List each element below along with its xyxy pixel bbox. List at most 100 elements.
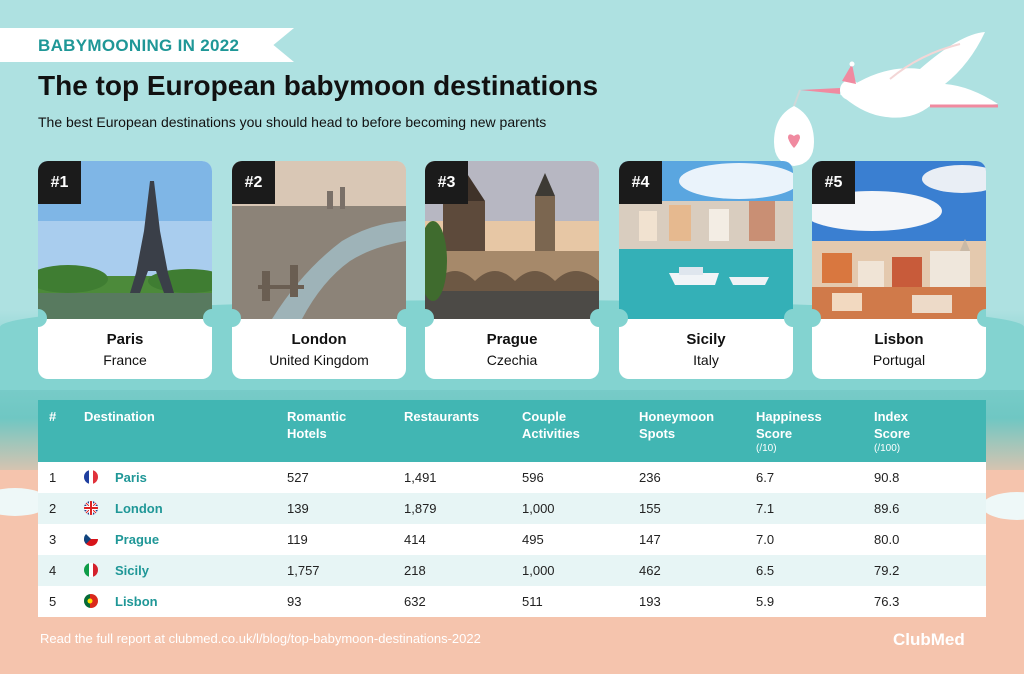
rank-badge: #5	[812, 161, 855, 204]
col-happiness: Happiness Score (/10)	[756, 408, 836, 455]
card-notch-left	[232, 309, 241, 327]
uk-flag-icon	[84, 501, 98, 515]
row-restaurants: 414	[404, 532, 426, 547]
card-city: Paris	[106, 331, 144, 348]
row-activities: 1,000	[522, 563, 555, 578]
row-happiness: 7.1	[756, 501, 775, 516]
row-hotels: 1,757	[287, 563, 320, 578]
card-notch-left	[425, 309, 434, 327]
clubmed-logo: ClubMed	[893, 630, 965, 649]
row-index: 90.8	[874, 470, 900, 485]
card-city: Sicily	[686, 331, 726, 348]
card-notch-left	[619, 309, 628, 327]
row-hotels: 93	[287, 594, 302, 609]
row-activities: 495	[522, 532, 544, 547]
row-spots: 193	[639, 594, 661, 609]
rank-badge: #4	[619, 161, 662, 204]
row-spots: 147	[639, 532, 661, 547]
table-header: # Destination Romantic Hotels Restaurant…	[38, 400, 986, 462]
london-photo	[232, 161, 406, 319]
row-rank: 1	[49, 470, 57, 485]
rank-badge: #1	[38, 161, 81, 204]
row-rank: 2	[49, 501, 57, 516]
destination-card-paris[interactable]: #1 Paris France	[38, 161, 212, 379]
report-link[interactable]: Read the full report at clubmed.co.uk/l/…	[40, 631, 481, 646]
row-happiness: 7.0	[756, 532, 775, 547]
col-happiness-unit: (/10)	[756, 443, 777, 454]
col-index: Index Score (/100)	[874, 408, 934, 455]
row-hotels: 527	[287, 470, 309, 485]
card-notch-right	[977, 309, 986, 327]
italy-flag-icon	[84, 563, 98, 577]
paris-photo	[38, 161, 212, 319]
card-country: Czechia	[486, 352, 538, 368]
ribbon-label: BABYMOONING IN 2022	[38, 36, 240, 55]
card-city: London	[291, 331, 347, 348]
row-hotels: 139	[287, 501, 309, 516]
destination-card-london[interactable]: #2 London United Kingdom	[232, 161, 406, 379]
card-country: Italy	[693, 352, 719, 368]
stork-carrying-baby-icon	[774, 32, 998, 166]
row-restaurants: 1,491	[404, 470, 437, 485]
table-row: 5 Lisbon 93 632 511 193 5.9 76.3	[38, 586, 986, 617]
destination-card-lisbon[interactable]: #5 Lisbon Portugal	[812, 161, 986, 379]
row-restaurants: 218	[404, 563, 426, 578]
row-restaurants: 1,879	[404, 501, 437, 516]
col-restaurants: Restaurants	[404, 409, 480, 424]
destination-card-prague[interactable]: #3 Prague Czechia	[425, 161, 599, 379]
card-notch-right	[203, 309, 212, 327]
rank-badge: #2	[232, 161, 275, 204]
card-country: France	[103, 352, 147, 368]
row-destination[interactable]: Lisbon	[115, 594, 158, 609]
row-happiness: 6.5	[756, 563, 775, 578]
col-index-label: Index Score	[874, 409, 911, 441]
header-ribbon	[0, 28, 294, 62]
card-notch-right	[784, 309, 793, 327]
row-spots: 236	[639, 470, 661, 485]
row-restaurants: 632	[404, 594, 426, 609]
col-happiness-label: Happiness Score	[756, 409, 822, 441]
col-hotels: Romantic Hotels	[287, 409, 347, 441]
card-city: Prague	[486, 331, 538, 348]
row-spots: 462	[639, 563, 661, 578]
col-rank: #	[49, 409, 57, 424]
table-row: 2 London 139 1,879 1,000 155 7.1 89.6	[38, 493, 986, 524]
row-rank: 5	[49, 594, 57, 609]
row-destination[interactable]: Paris	[115, 470, 147, 485]
row-index: 76.3	[874, 594, 900, 609]
table-row: 3 Prague 119 414 495 147 7.0 80.0	[38, 524, 986, 555]
row-destination[interactable]: London	[115, 501, 163, 516]
row-activities: 511	[522, 594, 543, 609]
row-happiness: 6.7	[756, 470, 775, 485]
card-country: United Kingdom	[269, 352, 369, 368]
row-rank: 3	[49, 532, 57, 547]
row-happiness: 5.9	[756, 594, 775, 609]
page-title: The top European babymoon destinations	[38, 70, 599, 101]
row-hotels: 119	[287, 532, 308, 547]
row-destination[interactable]: Sicily	[115, 563, 149, 578]
rankings-table: # Destination Romantic Hotels Restaurant…	[38, 400, 986, 617]
card-country: Portugal	[872, 352, 926, 368]
table-row: 4 Sicily 1,757 218 1,000 462 6.5 79.2	[38, 555, 986, 586]
col-index-unit: (/100)	[874, 443, 901, 454]
row-destination[interactable]: Prague	[115, 532, 160, 547]
card-notch-right	[397, 309, 406, 327]
row-activities: 596	[522, 470, 544, 485]
row-index: 89.6	[874, 501, 900, 516]
row-activities: 1,000	[522, 501, 555, 516]
row-index: 79.2	[874, 563, 900, 578]
card-notch-left	[812, 309, 821, 327]
czech-flag-icon	[84, 532, 98, 546]
row-index: 80.0	[874, 532, 900, 547]
row-spots: 155	[639, 501, 661, 516]
col-spots: Honeymoon Spots	[639, 409, 715, 441]
page-subtitle: The best European destinations you shoul…	[38, 114, 547, 130]
portugal-flag-icon	[84, 594, 98, 608]
table-row: 1 Paris 527 1,491 596 236 6.7 90.8	[38, 462, 986, 493]
row-rank: 4	[49, 563, 57, 578]
destination-card-sicily[interactable]: #4 Sicily Italy	[619, 161, 793, 379]
card-notch-right	[590, 309, 599, 327]
card-city: Lisbon	[874, 331, 924, 348]
col-activities: Couple Activities	[522, 409, 580, 441]
card-notch-left	[38, 309, 47, 327]
